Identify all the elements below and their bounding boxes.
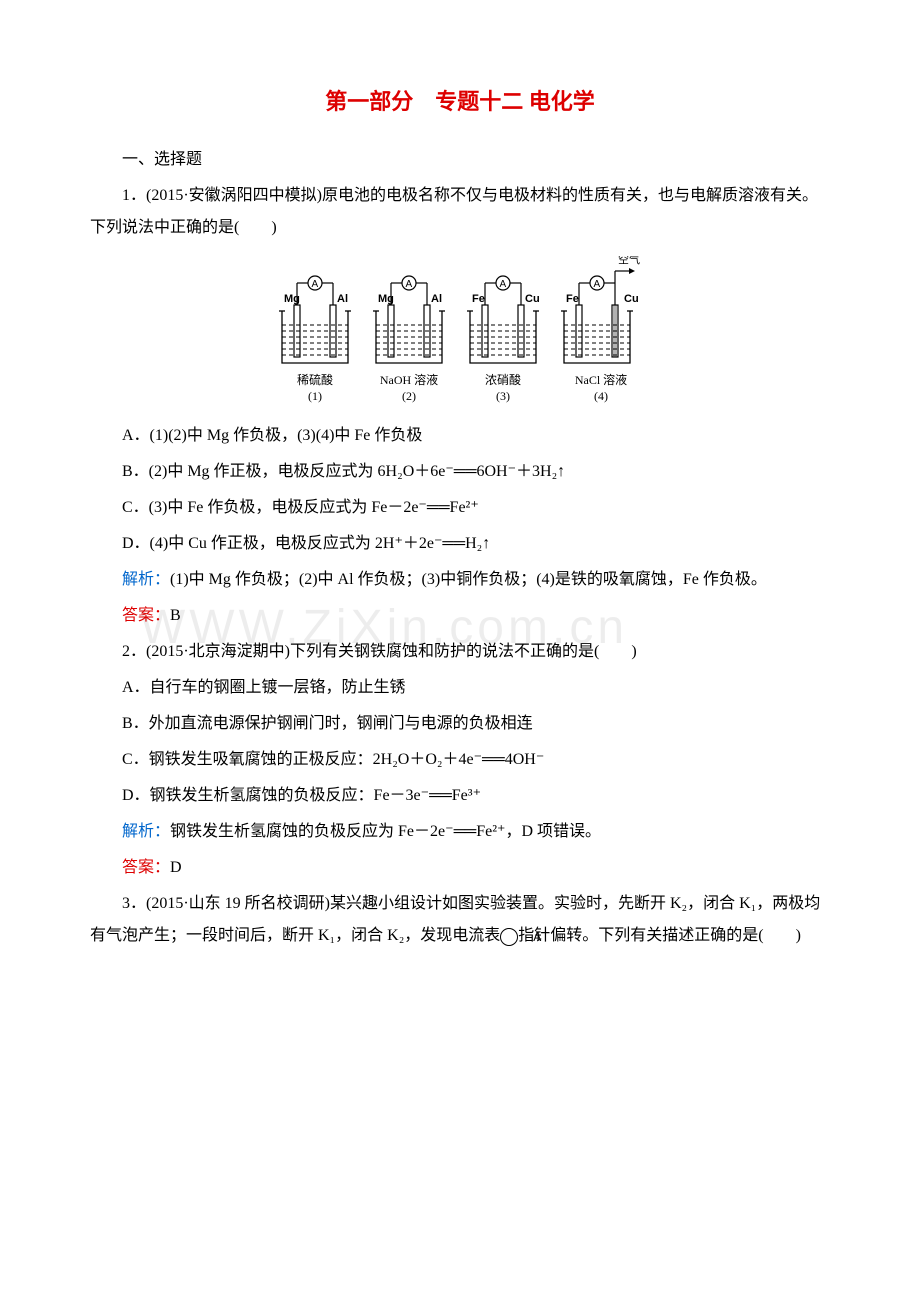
svg-text:A: A [312,279,319,290]
q1-option-b: B．(2)中 Mg 作正极，电极反应式为 6H₂O＋6e⁻══6OH⁻＋3H₂↑ [90,456,830,488]
svg-text:Al: Al [337,293,348,305]
q2-analysis-text: 钢铁发生析氢腐蚀的负极反应为 Fe－2e⁻══Fe²⁺，D 项错误。 [170,823,601,840]
analysis-label: 解析： [122,571,170,588]
svg-text:Al: Al [431,293,442,305]
q1-option-a: A．(1)(2)中 Mg 作负极，(3)(4)中 Fe 作负极 [90,420,830,452]
beaker-4: 空气 Fe Cu A [556,256,646,404]
beaker-3-svg: Fe Cu A [462,273,544,371]
svg-text:空气: 空气 [618,256,640,266]
analysis-label: 解析： [122,823,170,840]
q1-answer: 答案：B [90,600,830,632]
answer-label: 答案： [122,859,170,876]
q3-stem: 3．(2015·山东 19 所名校调研)某兴趣小组设计如图实验装置。实验时，先断… [90,888,830,952]
q3-stem-post: 指针偏转。下列有关描述正确的是( ) [518,927,801,944]
ammeter-icon: A [500,928,518,946]
beaker-4-svg: 空气 Fe Cu A [556,256,646,371]
beaker-1-svg: Mg Al A [274,273,356,371]
q1-figure: Mg Al A 稀硫酸(1) [90,256,830,404]
svg-text:Cu: Cu [525,293,540,305]
answer-label: 答案： [122,607,170,624]
q1-analysis-text: (1)中 Mg 作负极；(2)中 Al 作负极；(3)中铜作负极；(4)是铁的吸… [170,571,767,588]
page-title: 第一部分 专题十二 电化学 [90,80,830,124]
q2-option-c: C．钢铁发生吸氧腐蚀的正极反应：2H₂O＋O₂＋4e⁻══4OH⁻ [90,744,830,776]
svg-text:Cu: Cu [624,293,639,305]
svg-text:A: A [594,279,601,290]
svg-text:Fe: Fe [566,293,579,305]
q2-option-b: B．外加直流电源保护钢闸门时，钢闸门与电源的负极相连 [90,708,830,740]
q2-analysis: 解析：钢铁发生析氢腐蚀的负极反应为 Fe－2e⁻══Fe²⁺，D 项错误。 [90,816,830,848]
q2-answer-text: D [170,859,182,876]
beaker-2-svg: Mg Al A [368,273,450,371]
beaker-3: Fe Cu A 浓硝酸(3) [462,273,544,404]
q1-analysis: 解析：(1)中 Mg 作负极；(2)中 Al 作负极；(3)中铜作负极；(4)是… [90,564,830,596]
svg-text:A: A [406,279,413,290]
beaker-1: Mg Al A 稀硫酸(1) [274,273,356,404]
q2-answer: 答案：D [90,852,830,884]
q2-option-d: D．钢铁发生析氢腐蚀的负极反应：Fe－3e⁻══Fe³⁺ [90,780,830,812]
svg-text:Fe: Fe [472,293,485,305]
q1-stem: 1．(2015·安徽涡阳四中模拟)原电池的电极名称不仅与电极材料的性质有关，也与… [90,180,830,244]
q1-option-c: C．(3)中 Fe 作负极，电极反应式为 Fe－2e⁻══Fe²⁺ [90,492,830,524]
q1-answer-text: B [170,607,181,624]
q2-option-a: A．自行车的钢圈上镀一层铬，防止生锈 [90,672,830,704]
q2-stem: 2．(2015·北京海淀期中)下列有关钢铁腐蚀和防护的说法不正确的是( ) [90,636,830,668]
q1-option-d: D．(4)中 Cu 作正极，电极反应式为 2H⁺＋2e⁻══H₂↑ [90,528,830,560]
beaker-2: Mg Al A NaOH 溶液(2) [368,273,450,404]
svg-text:A: A [500,279,507,290]
section-heading: 一、选择题 [90,144,830,176]
